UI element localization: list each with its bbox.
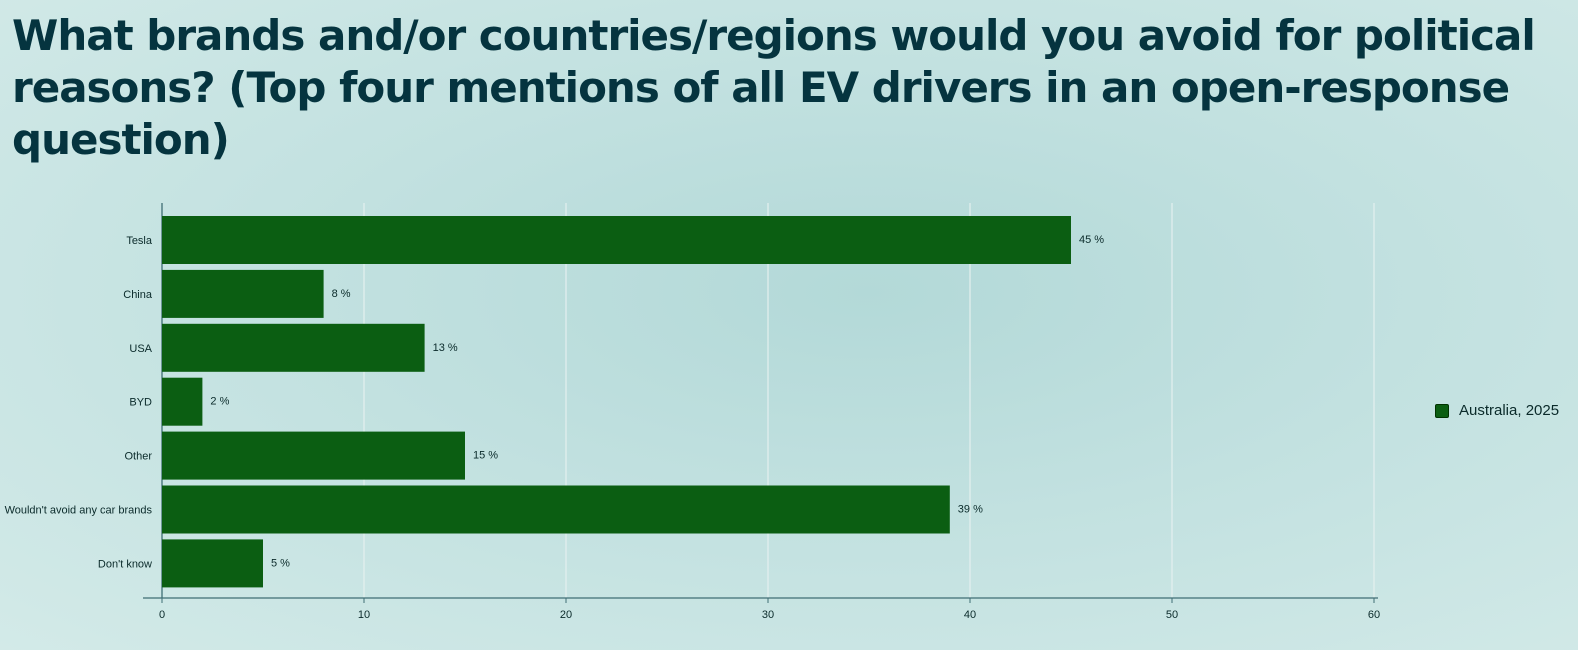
x-tick-label: 30 (762, 609, 774, 621)
x-tick-label: 50 (1166, 609, 1178, 621)
bar (162, 431, 465, 480)
legend-swatch (1435, 403, 1449, 418)
category-label: Don't know (98, 558, 152, 570)
category-label: Tesla (126, 235, 153, 247)
data-label: 39 % (958, 504, 983, 516)
bar (162, 269, 324, 318)
data-label: 8 % (332, 288, 351, 300)
x-tick-label: 20 (560, 609, 572, 621)
data-label: 2 % (210, 396, 229, 408)
data-label: 45 % (1079, 234, 1104, 246)
bar (162, 377, 203, 426)
legend[interactable]: Australia, 2025 (1435, 402, 1559, 419)
bar (162, 485, 950, 534)
bar (162, 539, 263, 588)
category-label: Other (124, 451, 152, 463)
legend-label: Australia, 2025 (1459, 402, 1560, 419)
category-label: China (123, 289, 153, 301)
data-label: 13 % (433, 342, 458, 354)
bar (162, 323, 425, 372)
chart-title: What brands and/or countries/regions wou… (12, 11, 1536, 164)
data-label: 15 % (473, 450, 498, 462)
category-label: BYD (129, 397, 152, 409)
x-tick-label: 60 (1368, 609, 1380, 621)
category-label: Wouldn't avoid any car brands (5, 505, 153, 517)
data-label: 5 % (271, 557, 290, 569)
category-label: USA (129, 343, 152, 355)
x-tick-label: 10 (358, 609, 370, 621)
bar (162, 216, 1071, 264)
x-tick-label: 0 (159, 609, 165, 621)
x-tick-label: 40 (964, 609, 976, 621)
